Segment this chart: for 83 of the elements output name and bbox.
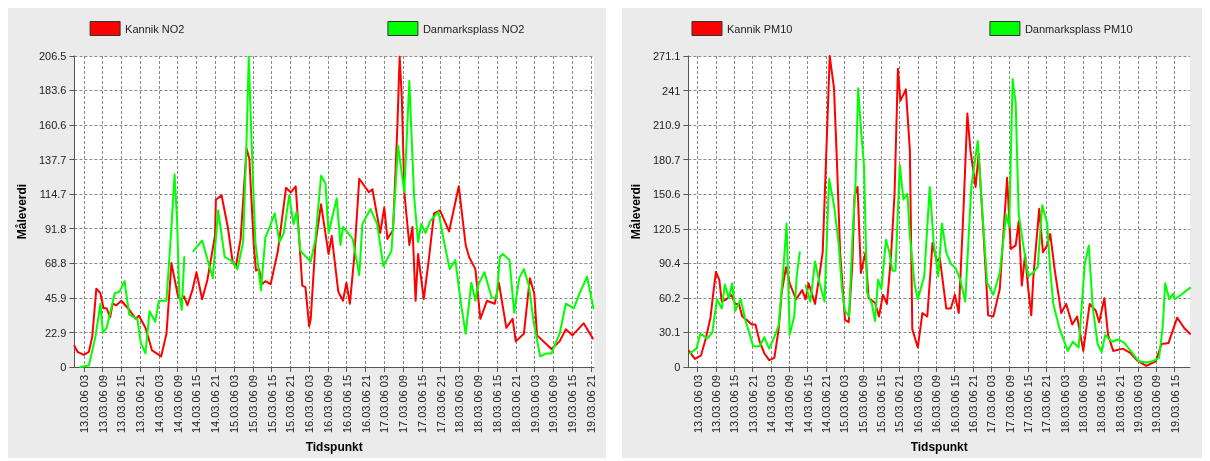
x-tick-label: 15.03.06 21 bbox=[893, 374, 906, 434]
y-tick-label: 0 bbox=[674, 360, 681, 373]
x-tick-label: 13.03.06 03 bbox=[77, 374, 90, 434]
x-tick-label: 15.03.06 03 bbox=[838, 374, 851, 434]
x-tick-label: 13.03.06 03 bbox=[691, 374, 704, 434]
x-tick-label: 13.03.06 09 bbox=[709, 374, 722, 434]
legend-label: Kannik NO2 bbox=[125, 22, 185, 35]
x-tick-label: 17.03.06 21 bbox=[434, 374, 447, 434]
x-tick-label: 15.03.06 09 bbox=[856, 374, 869, 434]
x-tick-label: 14.03.06 21 bbox=[209, 374, 222, 434]
y-tick-label: 68.8 bbox=[45, 257, 67, 270]
x-tick-label: 14.03.06 15 bbox=[801, 374, 814, 434]
y-tick-label: 22.9 bbox=[45, 326, 67, 339]
x-tick-label: 16.03.06 03 bbox=[911, 374, 924, 434]
y-tick-label: 241 bbox=[662, 84, 681, 97]
x-tick-label: 15.03.06 15 bbox=[875, 374, 888, 434]
y-tick-label: 0 bbox=[60, 360, 67, 373]
x-tick-label: 19.03.06 15 bbox=[1168, 374, 1181, 434]
legend-label: Kannik PM10 bbox=[726, 22, 793, 35]
x-tick-label: 17.03.06 15 bbox=[415, 374, 428, 434]
y-tick-label: 30.1 bbox=[659, 326, 681, 339]
y-tick-label: 271.1 bbox=[652, 50, 681, 62]
x-tick-label: 14.03.06 09 bbox=[171, 374, 184, 434]
x-tick-label: 13.03.06 21 bbox=[134, 374, 147, 434]
y-tick-label: 120.5 bbox=[652, 222, 681, 235]
x-tick-label: 19.03.06 09 bbox=[547, 374, 560, 434]
x-tick-label: 18.03.06 09 bbox=[472, 374, 485, 434]
x-tick-label: 16.03.06 03 bbox=[303, 374, 316, 434]
x-tick-label: 18.03.06 03 bbox=[1058, 374, 1071, 434]
x-tick-label: 18.03.06 15 bbox=[490, 374, 503, 434]
x-tick-label: 17.03.06 15 bbox=[1021, 374, 1034, 434]
y-axis-title: Måleverdi bbox=[15, 183, 29, 240]
x-tick-label: 13.03.06 15 bbox=[115, 374, 128, 434]
y-tick-label: 180.7 bbox=[652, 153, 681, 166]
x-tick-label: 18.03.06 03 bbox=[453, 374, 466, 434]
x-axis-title: Tidspunkt bbox=[910, 440, 968, 454]
y-tick-label: 210.9 bbox=[652, 119, 681, 132]
x-tick-label: 17.03.06 03 bbox=[378, 374, 391, 434]
x-tick-label: 19.03.06 03 bbox=[528, 374, 541, 434]
x-tick-label: 13.03.06 15 bbox=[728, 374, 741, 434]
y-tick-label: 150.6 bbox=[652, 188, 681, 201]
x-tick-label: 15.03.06 21 bbox=[284, 374, 297, 434]
y-tick-label: 137.7 bbox=[38, 153, 67, 166]
x-tick-label: 14.03.06 09 bbox=[783, 374, 796, 434]
x-tick-label: 16.03.06 15 bbox=[948, 374, 961, 434]
x-tick-label: 18.03.06 21 bbox=[1113, 374, 1126, 434]
x-tick-label: 16.03.06 21 bbox=[966, 374, 979, 434]
x-tick-label: 18.03.06 09 bbox=[1076, 374, 1089, 434]
x-tick-label: 17.03.06 09 bbox=[397, 374, 410, 434]
x-tick-label: 16.03.06 21 bbox=[359, 374, 372, 434]
x-tick-label: 14.03.06 03 bbox=[765, 374, 777, 434]
x-tick-label: 14.03.06 21 bbox=[820, 374, 833, 434]
x-tick-label: 13.03.06 09 bbox=[96, 374, 109, 434]
x-tick-label: 19.03.06 15 bbox=[566, 374, 579, 434]
x-tick-label: 16.03.06 09 bbox=[321, 374, 334, 434]
x-tick-label: 15.03.06 03 bbox=[228, 374, 241, 434]
y-tick-label: 160.6 bbox=[38, 119, 67, 132]
y-axis-title: Måleverdi bbox=[629, 183, 643, 240]
x-tick-label: 17.03.06 09 bbox=[1003, 374, 1016, 434]
x-tick-label: 17.03.06 21 bbox=[1040, 374, 1053, 434]
x-tick-label: 19.03.06 09 bbox=[1150, 374, 1163, 434]
x-tick-label: 14.03.06 03 bbox=[152, 374, 165, 434]
x-tick-label: 19.03.06 03 bbox=[1132, 374, 1145, 434]
x-tick-label: 18.03.06 21 bbox=[509, 374, 522, 434]
x-tick-label: 15.03.06 09 bbox=[246, 374, 259, 434]
legend-label: Danmarksplass NO2 bbox=[422, 22, 525, 35]
y-tick-label: 45.9 bbox=[45, 291, 67, 304]
x-tick-label: 17.03.06 03 bbox=[985, 374, 998, 434]
y-tick-label: 206.5 bbox=[38, 50, 67, 62]
y-tick-label: 60.2 bbox=[659, 291, 681, 304]
y-tick-label: 183.6 bbox=[38, 84, 67, 97]
y-tick-label: 90.4 bbox=[659, 257, 681, 270]
x-tick-label: 18.03.06 15 bbox=[1095, 374, 1108, 434]
x-tick-label: 16.03.06 15 bbox=[340, 374, 353, 434]
x-tick-label: 14.03.06 15 bbox=[190, 374, 203, 434]
y-tick-label: 91.8 bbox=[45, 222, 67, 235]
x-tick-label: 16.03.06 09 bbox=[930, 374, 943, 434]
x-tick-label: 13.03.06 21 bbox=[746, 374, 759, 434]
x-tick-label: 19.03.06 21 bbox=[584, 374, 597, 434]
x-tick-label: 15.03.06 15 bbox=[265, 374, 278, 434]
legend-label: Danmarksplass PM10 bbox=[1024, 22, 1133, 35]
x-axis-title: Tidspunkt bbox=[305, 440, 363, 454]
y-tick-label: 114.7 bbox=[39, 188, 67, 201]
